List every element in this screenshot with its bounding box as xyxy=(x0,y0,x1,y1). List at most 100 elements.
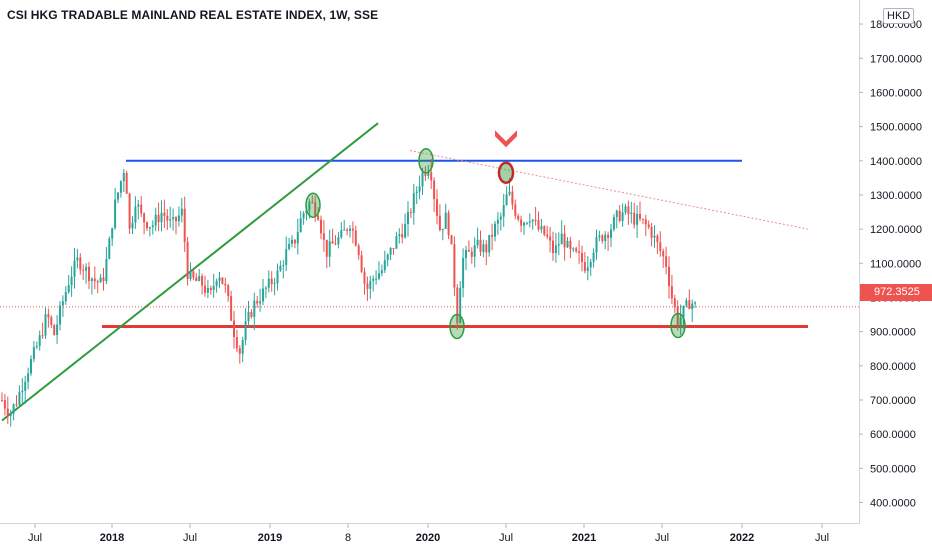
candle-body xyxy=(285,249,288,266)
candle-body xyxy=(630,212,633,214)
candle-body xyxy=(256,300,259,304)
candle-body xyxy=(531,219,534,222)
candle-body xyxy=(691,303,694,310)
candle-body xyxy=(465,250,467,259)
candle-body xyxy=(517,215,520,220)
candle-body xyxy=(670,286,673,299)
candle-body xyxy=(296,232,299,244)
candle-body xyxy=(653,235,656,238)
candle-body xyxy=(189,271,192,280)
candle-body xyxy=(192,271,195,278)
currency-badge[interactable]: HKD xyxy=(883,8,915,24)
price-tick-label: 1100.0000 xyxy=(870,258,921,270)
candle-body xyxy=(35,345,38,348)
price-tick-label: 1700.0000 xyxy=(870,53,922,65)
candle-body xyxy=(549,236,552,241)
candle-body xyxy=(1,399,3,401)
candle-body xyxy=(195,277,198,281)
time-axis[interactable]: Jul 2018 Jul 2019 8 2020 Jul 2021 Jul 2022 Jul xyxy=(28,524,829,544)
chart-title: CSI HKG TRADABLE MAINLAND REAL ESTATE IN… xyxy=(7,8,379,22)
price-axis[interactable]: 400.0000 500.0000 600.0000 700.0000 800.0000… xyxy=(859,19,922,509)
candle-body xyxy=(108,238,111,259)
candle-body xyxy=(204,285,206,293)
time-tick-label: 2020 xyxy=(416,532,440,544)
candle-body xyxy=(32,347,35,360)
candle-body xyxy=(534,219,537,221)
candle-body xyxy=(688,300,691,310)
candle-body xyxy=(212,286,215,290)
candle-body xyxy=(540,226,543,230)
candle-body xyxy=(656,235,659,243)
candle-body xyxy=(694,302,697,304)
candle-body xyxy=(105,258,108,282)
drawing-marks[interactable] xyxy=(305,130,686,340)
candle-body xyxy=(430,172,433,181)
candle-body xyxy=(514,204,517,216)
candle-body xyxy=(496,219,499,224)
candle-body xyxy=(175,217,177,222)
candle-body xyxy=(73,260,76,277)
candle-body xyxy=(267,278,270,288)
candle-body xyxy=(499,216,502,220)
candle-body xyxy=(157,214,160,223)
candle-body xyxy=(418,186,421,192)
candle-body xyxy=(90,278,93,282)
candle-body xyxy=(604,234,607,242)
candle-body xyxy=(485,244,488,253)
candle-body xyxy=(372,278,375,281)
candle-body xyxy=(88,266,90,282)
candle-body xyxy=(328,241,331,257)
candle-body xyxy=(233,320,235,337)
candle-body xyxy=(47,314,50,318)
price-tick-label: 700.0000 xyxy=(870,395,916,407)
candle-body xyxy=(337,237,340,245)
candle-body xyxy=(552,240,554,253)
candle-body xyxy=(119,181,122,193)
time-tick-label: Jul xyxy=(815,532,829,544)
candle-body xyxy=(560,233,563,245)
candle-body xyxy=(198,276,201,281)
candle-body xyxy=(659,242,662,252)
time-tick-label: 2019 xyxy=(258,532,282,544)
highlight-ellipse xyxy=(497,161,515,184)
candle-body xyxy=(302,213,305,219)
candle-body xyxy=(134,206,137,223)
drawing-lines[interactable] xyxy=(1,122,809,422)
candle-body xyxy=(172,217,175,220)
candle-body xyxy=(583,261,586,272)
candle-body xyxy=(3,400,6,409)
candle-body xyxy=(386,254,389,261)
candle-body xyxy=(415,191,418,194)
candle-body xyxy=(685,300,688,306)
candle-body xyxy=(380,270,383,274)
candle-body xyxy=(453,244,456,288)
price-tick-label: 500.0000 xyxy=(870,463,916,475)
candle-body xyxy=(676,306,679,325)
candle-body xyxy=(459,287,462,324)
candle-body xyxy=(366,283,369,289)
candle-body xyxy=(398,234,401,237)
time-tick-label: 2018 xyxy=(100,532,124,544)
candle-body xyxy=(186,242,189,280)
candle-body xyxy=(56,324,59,335)
candle-body xyxy=(76,257,79,261)
candle-body xyxy=(407,212,409,224)
candle-body xyxy=(9,413,12,416)
candle-body xyxy=(64,292,67,302)
candle-body xyxy=(85,266,88,271)
candle-body xyxy=(473,245,476,257)
candle-body xyxy=(624,206,627,213)
candle-body xyxy=(143,213,146,223)
candle-body xyxy=(148,227,151,229)
candle-body xyxy=(566,240,569,248)
candle-body xyxy=(357,245,360,256)
candle-body xyxy=(79,257,82,270)
candle-body xyxy=(241,339,244,354)
candle-body xyxy=(369,280,372,289)
candle-body xyxy=(209,288,212,290)
time-tick-label: Jul xyxy=(183,532,197,544)
candle-body xyxy=(494,223,496,237)
candle-body xyxy=(131,222,134,229)
